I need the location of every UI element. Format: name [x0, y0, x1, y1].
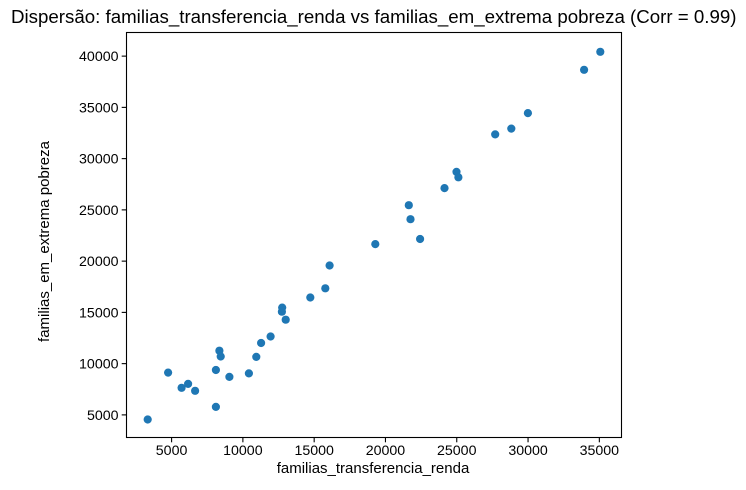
svg-text:15000: 15000 — [79, 305, 119, 321]
svg-text:15000: 15000 — [294, 443, 334, 459]
svg-text:35000: 35000 — [79, 100, 119, 116]
svg-text:5000: 5000 — [156, 443, 188, 459]
svg-text:20000: 20000 — [79, 254, 119, 270]
svg-text:30000: 30000 — [79, 152, 119, 168]
svg-text:25000: 25000 — [437, 443, 477, 459]
svg-text:10000: 10000 — [79, 357, 119, 373]
svg-text:5000: 5000 — [87, 408, 119, 424]
svg-text:20000: 20000 — [366, 443, 406, 459]
svg-text:40000: 40000 — [79, 49, 119, 65]
svg-text:35000: 35000 — [580, 443, 620, 459]
svg-text:10000: 10000 — [223, 443, 263, 459]
svg-text:25000: 25000 — [79, 203, 119, 219]
svg-text:30000: 30000 — [508, 443, 548, 459]
